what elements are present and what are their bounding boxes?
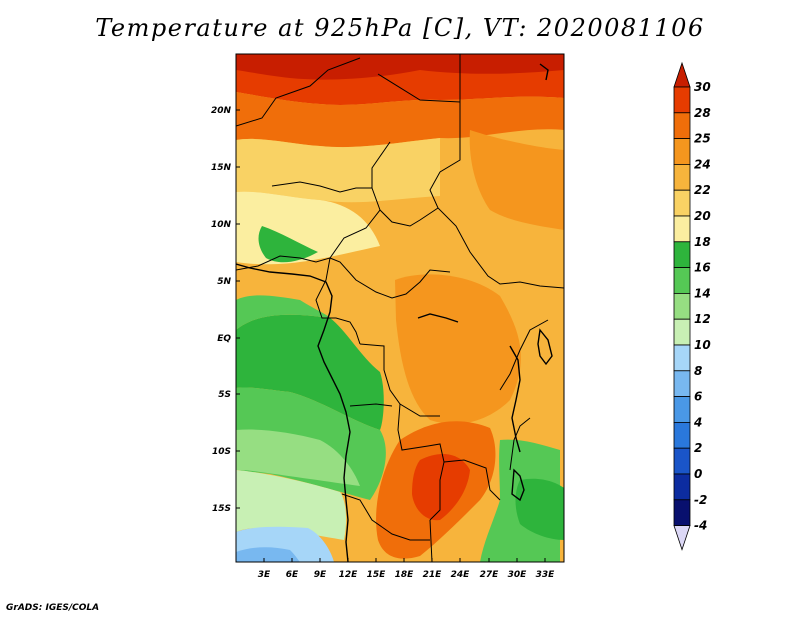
lon-label: 27E	[480, 570, 500, 580]
colorbar-swatch	[673, 396, 691, 423]
country-borders	[236, 54, 564, 562]
colorbar-swatch	[673, 525, 691, 551]
lon-label: 12E	[339, 570, 359, 580]
colorbar-label: 24	[694, 157, 711, 171]
lon-label: 6E	[286, 570, 299, 580]
colorbar-swatch	[673, 112, 691, 140]
lon-label: 18E	[395, 570, 415, 580]
colorbar-label: 30	[694, 80, 711, 94]
colorbar-label: 16	[694, 261, 711, 275]
colorbar-swatch	[673, 189, 691, 217]
colorbar-swatch	[673, 292, 691, 320]
colorbar-swatch	[673, 473, 691, 501]
colorbar-label: 25	[694, 132, 711, 146]
lon-label: 21E	[423, 570, 443, 580]
lat-label: 10S	[212, 447, 231, 457]
colorbar-label: 6	[694, 390, 702, 404]
colorbar-swatch	[673, 61, 691, 88]
lon-label: 3E	[258, 570, 271, 580]
lat-label: 5S	[218, 390, 231, 400]
colorbar-label: -2	[694, 493, 707, 507]
colorbar-label: 20	[694, 209, 711, 223]
colorbar-swatch	[673, 241, 691, 269]
colorbar-swatch	[673, 447, 691, 475]
lat-label: EQ	[217, 334, 231, 344]
lat-label: 15N	[211, 163, 232, 173]
colorbar-label: 22	[694, 183, 711, 197]
temperature-field	[236, 54, 564, 562]
colorbar-swatch	[673, 215, 691, 243]
colorbar-swatch	[673, 499, 691, 526]
colorbar-swatch	[673, 138, 691, 165]
colorbar-swatch	[673, 267, 691, 294]
lat-label: 20N	[211, 106, 232, 116]
lon-label: 9E	[314, 570, 327, 580]
chart-title: Temperature at 925hPa [C], VT: 202008110…	[95, 14, 705, 42]
colorbar-label: 0	[694, 467, 702, 481]
colorbar-label: 2	[694, 441, 702, 455]
map-frame	[235, 53, 565, 563]
colorbar-label: 14	[694, 286, 711, 300]
lon-label: 33E	[536, 570, 556, 580]
credit-label: GrADS: IGES/COLA	[6, 603, 100, 613]
colorbar-label: 28	[694, 106, 711, 120]
colorbar-swatch	[673, 163, 691, 191]
colorbar-label: 18	[694, 235, 711, 249]
lat-label: 5N	[217, 277, 231, 287]
axis-ticks	[236, 109, 546, 562]
lon-label: 30E	[508, 570, 528, 580]
colorbar-label: 10	[694, 338, 711, 352]
colorbar-swatch	[673, 86, 691, 114]
coastline	[236, 63, 553, 562]
colorbar-swatch	[673, 370, 691, 397]
lon-label: 24E	[451, 570, 471, 580]
colorbar-swatch	[673, 344, 691, 372]
colorbar-label: 12	[694, 312, 711, 326]
colorbar-label: 8	[694, 364, 702, 378]
lon-label: 15E	[367, 570, 387, 580]
colorbar-swatch	[673, 318, 691, 346]
colorbar-swatch	[673, 421, 691, 449]
lat-label: 15S	[212, 504, 231, 514]
colorbar-label: -4	[694, 519, 707, 533]
lat-label: 10N	[211, 220, 232, 230]
colorbar-label: 4	[693, 415, 702, 429]
